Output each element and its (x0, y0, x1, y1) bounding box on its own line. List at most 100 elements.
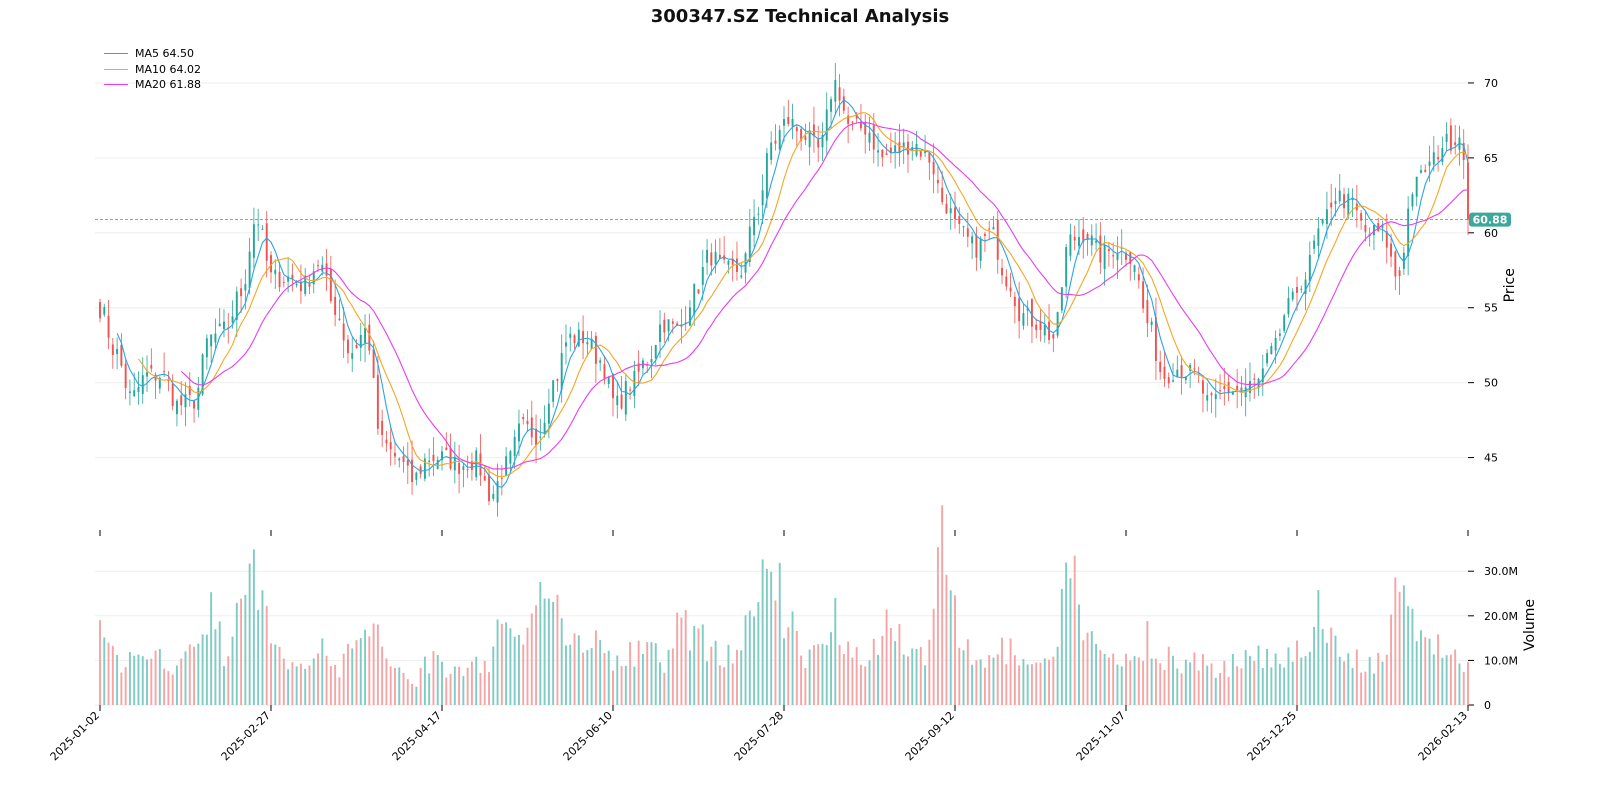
candle-body (291, 274, 294, 280)
volume-bar (295, 666, 298, 705)
candle-body (509, 451, 512, 464)
candle-body (1428, 161, 1431, 166)
candle-body (466, 469, 469, 471)
volume-bar (1334, 635, 1337, 705)
candle-body (859, 122, 862, 129)
volume-bar (830, 632, 832, 705)
volume-bar (154, 650, 157, 705)
volume-bar (257, 609, 260, 705)
volume-bar (500, 623, 503, 705)
candle-body (1035, 324, 1038, 331)
candle-body (637, 363, 640, 372)
volume-bar (821, 643, 824, 705)
volume-bar (671, 648, 674, 705)
volume-bar (744, 615, 747, 705)
candle-body (483, 475, 486, 481)
volume-bar (1454, 649, 1457, 705)
candle-body (338, 318, 341, 321)
volume-bar (411, 683, 414, 705)
ma-line-ma20 (180, 121, 1469, 470)
candle-body (1449, 125, 1452, 151)
volume-bar (1227, 676, 1230, 705)
volume-bar (838, 644, 841, 705)
volume-bar (889, 627, 892, 705)
candle-body (218, 323, 221, 327)
volume-bar (812, 645, 815, 705)
candle-body (175, 400, 178, 415)
candle-body (543, 422, 546, 434)
candle-body (265, 223, 268, 261)
candle-body (565, 342, 567, 347)
date-tick-label: 2026-02-13 (1416, 709, 1470, 763)
candle-body (577, 329, 580, 347)
volume-bar (582, 652, 585, 705)
volume-bar (475, 656, 478, 705)
volume-bar (975, 660, 978, 705)
volume-bar (667, 649, 670, 705)
volume-bar (539, 582, 542, 705)
volume-bar (334, 664, 337, 705)
candle-body (394, 452, 396, 457)
volume-bar (654, 643, 657, 705)
candle-body (1163, 366, 1166, 379)
candle-body (513, 436, 516, 457)
volume-bar (624, 665, 627, 705)
volume-bar (1223, 660, 1226, 705)
candle-body (838, 87, 841, 101)
candle-body (1454, 142, 1457, 145)
volume-bar (736, 649, 738, 705)
volume-bar (351, 648, 354, 705)
candle-body (573, 335, 576, 344)
ma-line-ma10 (138, 112, 1469, 478)
volume-bar (1240, 668, 1243, 705)
candle-body (761, 190, 764, 206)
volume-bar (223, 666, 225, 705)
volume-bar (1056, 646, 1059, 705)
candle-body (346, 339, 349, 354)
candle-body (612, 373, 614, 399)
candle-body (193, 400, 196, 409)
volume-bar (1330, 627, 1333, 705)
candle-body (470, 461, 473, 470)
candle-body (299, 281, 302, 292)
last-price-badge (1469, 212, 1511, 227)
volume-bar (1214, 677, 1217, 705)
volume-bar (543, 598, 546, 705)
volume-bar (1184, 659, 1187, 705)
volume-bar (958, 647, 961, 705)
candle-body (727, 260, 730, 265)
volume-bar (915, 649, 918, 705)
volume-bar (911, 648, 914, 705)
candle-body (676, 323, 679, 326)
volume-bar (894, 641, 897, 705)
candle-body (812, 124, 815, 137)
volume-bar (599, 640, 602, 705)
candle-body (1338, 190, 1341, 202)
candle-body (936, 179, 939, 184)
candle-body (945, 203, 948, 214)
price-tick-label: 45 (1484, 452, 1498, 465)
candle-body (1060, 287, 1063, 311)
candle-body (718, 254, 721, 259)
volume-bar (282, 658, 285, 705)
volume-bar (586, 650, 589, 705)
candle-body (633, 370, 636, 396)
candle-body (885, 153, 888, 155)
candle-body (432, 454, 435, 462)
volume-bar (616, 655, 619, 705)
volume-bar (372, 623, 375, 705)
candle-body (116, 348, 119, 355)
volume-bar (1112, 653, 1115, 705)
volume-bar (1398, 591, 1401, 705)
volume-bar (103, 637, 106, 705)
volume-bar (954, 595, 956, 705)
legend-item-ma20: MA20 61.88 (104, 77, 201, 93)
candle-body (1291, 291, 1294, 300)
candle-body (398, 458, 401, 461)
volume-bar (701, 624, 704, 705)
candle-body (594, 335, 597, 364)
candle-body (556, 379, 559, 381)
candle-body (308, 283, 311, 287)
volume-bar (432, 651, 435, 705)
volume-bar (949, 590, 952, 705)
